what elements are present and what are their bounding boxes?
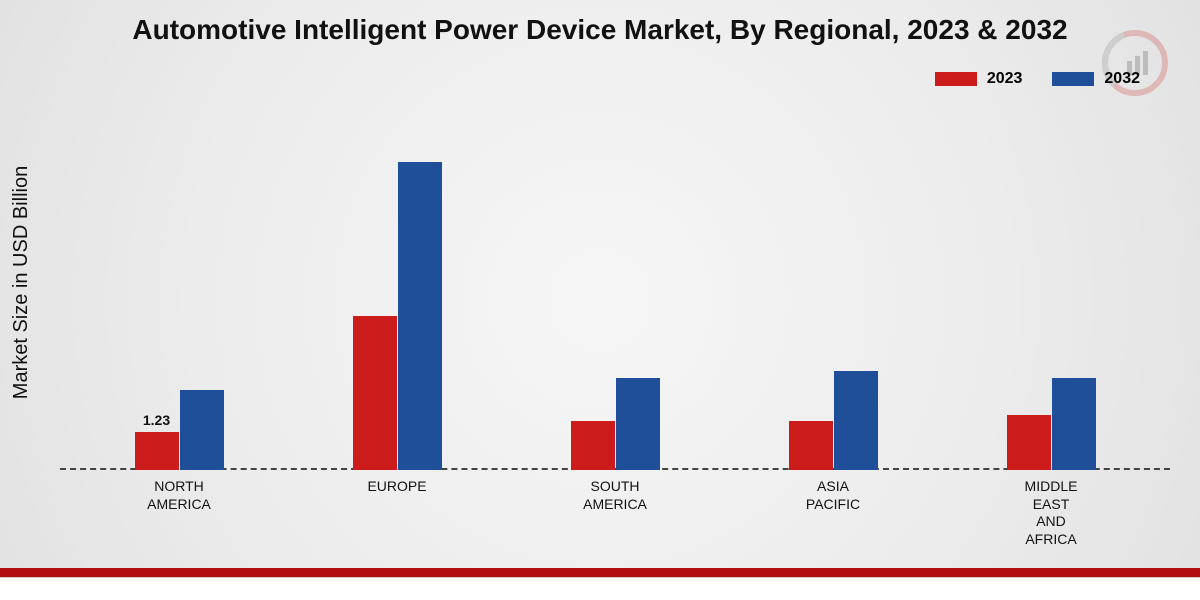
bar (571, 421, 615, 470)
chart-title: Automotive Intelligent Power Device Mark… (0, 14, 1200, 46)
y-axis-label-wrap: Market Size in USD Billion (2, 92, 42, 472)
bar-group: SOUTH AMERICA (571, 378, 660, 471)
chart-page: Automotive Intelligent Power Device Mark… (0, 0, 1200, 600)
bar (616, 378, 660, 471)
bar-group: EUROPE (353, 162, 442, 470)
bar (353, 316, 397, 470)
legend-label-2032: 2032 (1104, 70, 1140, 88)
y-axis-label: Market Size in USD Billion (11, 165, 34, 398)
legend-swatch-2032 (1052, 72, 1094, 86)
category-label: MIDDLE EAST AND AFRICA (1025, 478, 1078, 548)
bar-group: ASIA PACIFIC (789, 371, 878, 470)
bar (789, 421, 833, 470)
category-label: NORTH AMERICA (147, 478, 211, 513)
legend-item-2023: 2023 (935, 70, 1023, 88)
bar (834, 371, 878, 470)
bar (180, 390, 224, 470)
legend-label-2023: 2023 (987, 70, 1023, 88)
bar-annotation: 1.23 (143, 412, 170, 428)
bar-group: MIDDLE EAST AND AFRICA (1007, 378, 1096, 471)
bar-group: NORTH AMERICA (135, 390, 224, 470)
legend-swatch-2023 (935, 72, 977, 86)
legend-item-2032: 2032 (1052, 70, 1140, 88)
bar (398, 162, 442, 470)
footer-bar (0, 577, 1200, 600)
bar (1052, 378, 1096, 471)
plot-area: NORTH AMERICA EUROPE SOUTH AMERICA ASIA PAC… (70, 100, 1160, 470)
bar (135, 432, 179, 470)
bar (1007, 415, 1051, 471)
legend: 2023 2032 (935, 70, 1140, 88)
category-label: ASIA PACIFIC (806, 478, 860, 513)
category-label: SOUTH AMERICA (583, 478, 647, 513)
category-label: EUROPE (367, 478, 426, 496)
